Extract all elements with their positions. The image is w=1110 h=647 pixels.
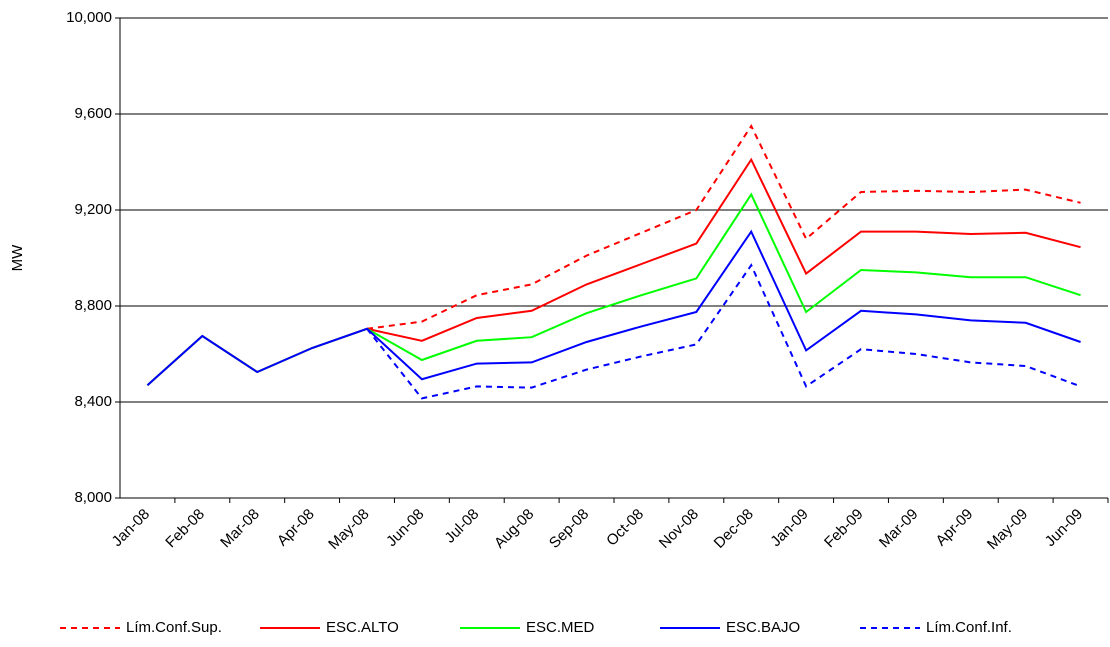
- y-axis-label: MW: [9, 244, 26, 271]
- y-tick-label: 9,200: [74, 201, 112, 218]
- x-tick-label: Apr-09: [933, 506, 977, 550]
- x-tick-label: Oct-08: [603, 506, 647, 550]
- series-line: [146, 157, 1081, 386]
- x-tick-label: May-09: [984, 506, 1031, 553]
- x-tick-label: Jul-08: [441, 506, 482, 547]
- x-tick-label: Jun-08: [383, 506, 427, 550]
- y-tick-label: 8,000: [74, 489, 112, 506]
- x-tick-label: Mar-09: [876, 506, 922, 552]
- series-line: [366, 263, 1081, 400]
- legend-label: ESC.BAJO: [726, 619, 800, 636]
- legend-label: Lím.Conf.Sup.: [126, 619, 222, 636]
- y-tick-label: 8,800: [74, 297, 112, 314]
- x-tick-label: Sep-08: [546, 506, 592, 552]
- series-line: [146, 229, 1081, 386]
- y-tick-label: 8,400: [74, 393, 112, 410]
- legend-label: ESC.MED: [526, 619, 595, 636]
- x-tick-label: Jun-09: [1042, 506, 1086, 550]
- x-tick-label: Aug-08: [491, 506, 537, 552]
- legend-label: ESC.ALTO: [326, 619, 399, 636]
- y-tick-label: 9,600: [74, 105, 112, 122]
- series-line: [146, 192, 1081, 386]
- x-tick-label: Feb-09: [821, 506, 867, 552]
- x-tick-label: Jan-08: [109, 506, 153, 550]
- legend-label: Lím.Conf.Inf.: [926, 619, 1012, 636]
- x-tick-label: Mar-08: [217, 506, 263, 552]
- series-line: [366, 123, 1081, 330]
- x-tick-label: Apr-08: [274, 506, 318, 550]
- x-tick-label: Feb-08: [162, 506, 208, 552]
- x-tick-label: May-08: [325, 506, 372, 553]
- x-tick-label: Jan-09: [767, 506, 811, 550]
- x-tick-label: Dec-08: [711, 506, 757, 552]
- y-tick-label: 10,000: [66, 9, 112, 26]
- x-tick-label: Nov-08: [656, 506, 702, 552]
